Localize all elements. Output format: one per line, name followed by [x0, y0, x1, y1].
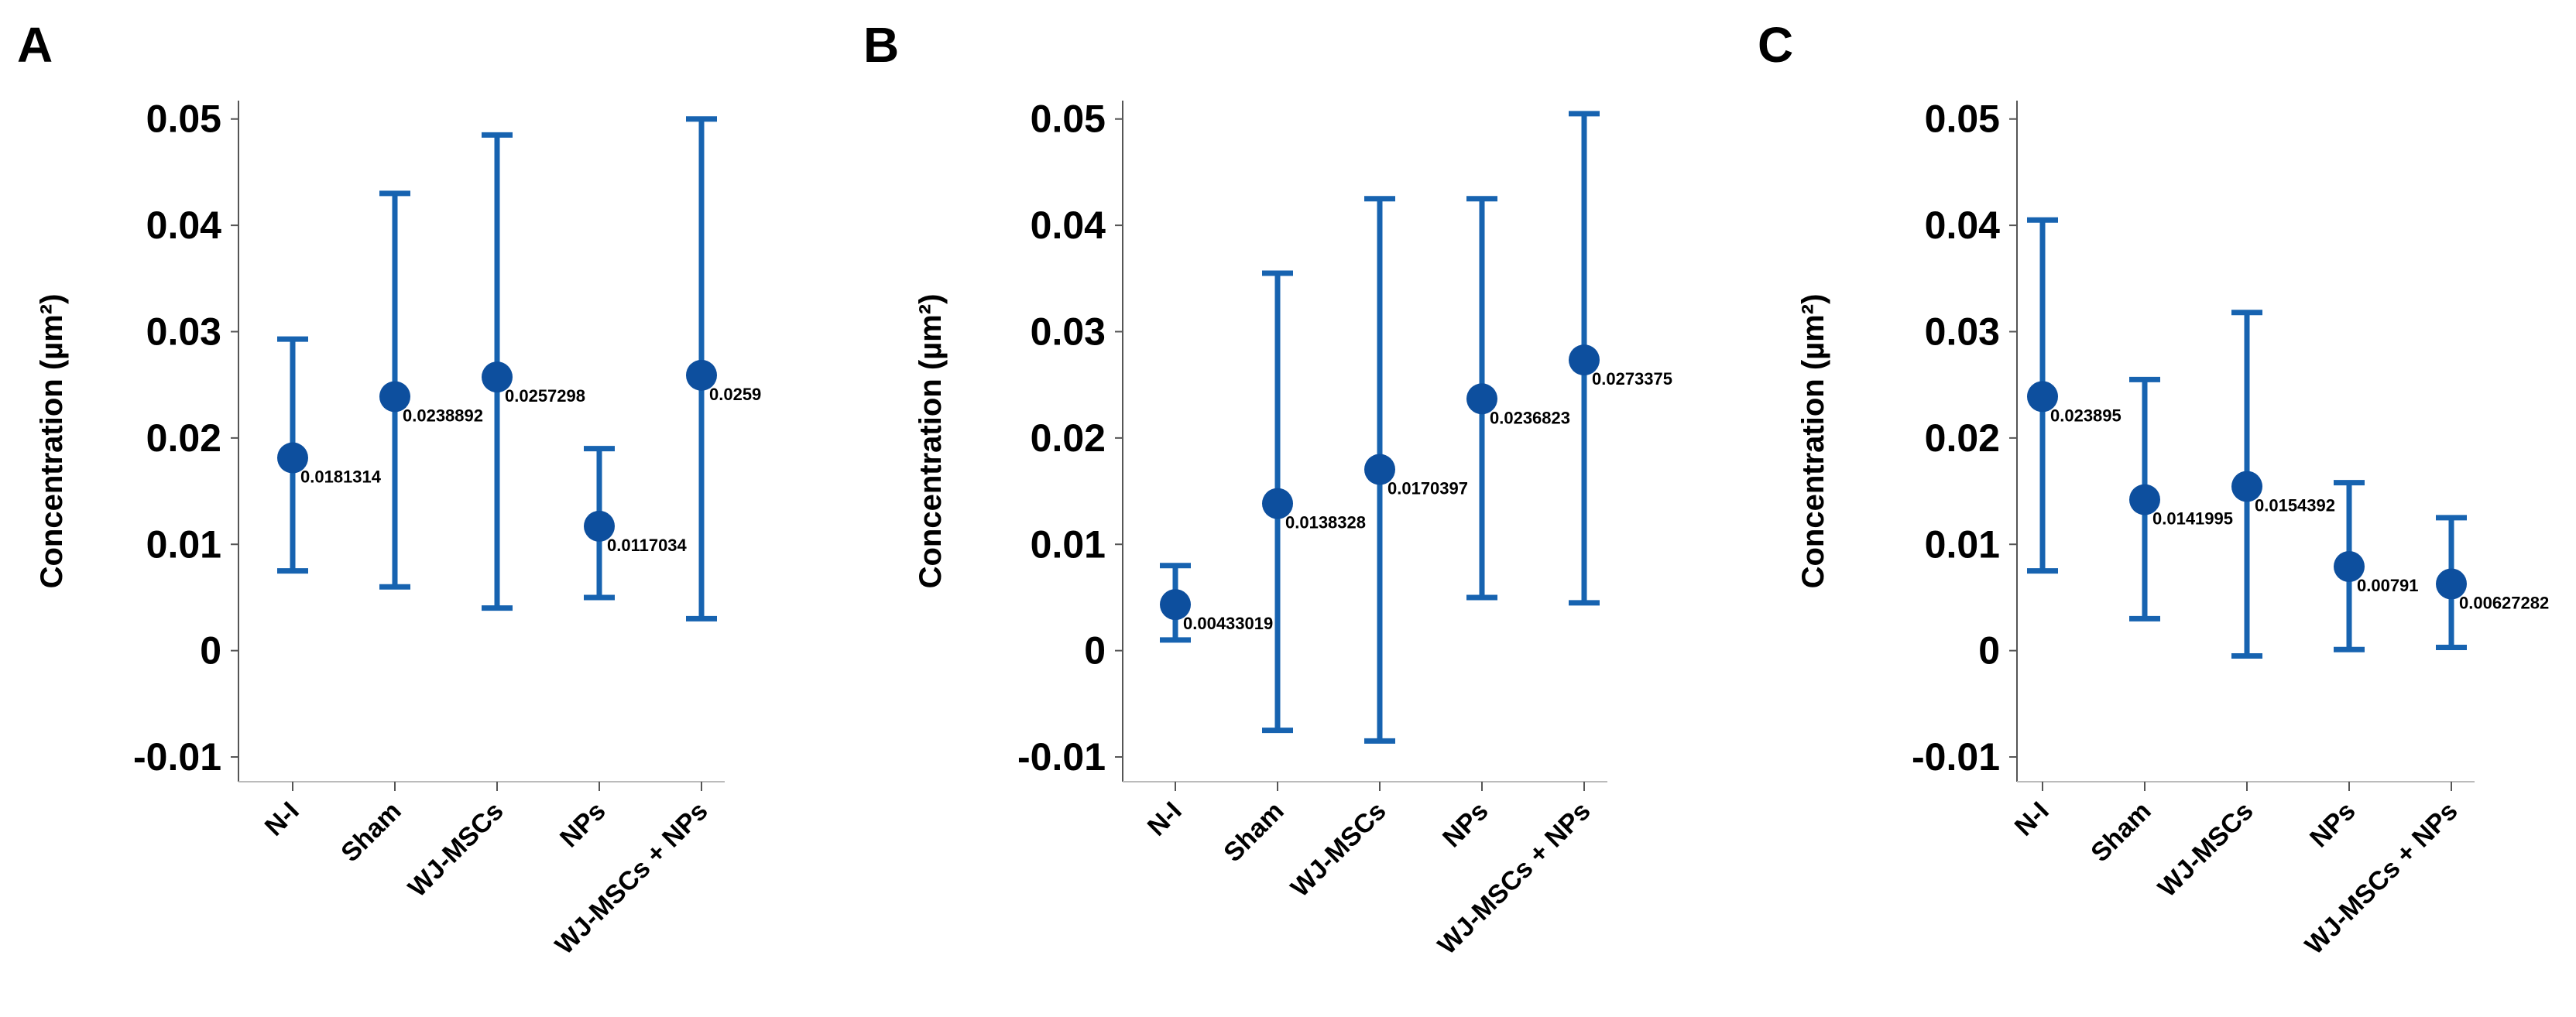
value-label: 0.00433019 — [1183, 614, 1273, 633]
x-tick-label: NPs — [1437, 796, 1494, 854]
x-tick-label: WJ-MSCs — [403, 796, 509, 903]
mean-point — [2027, 381, 2058, 413]
value-label: 0.0141995 — [2152, 509, 2233, 529]
mean-point — [1364, 454, 1395, 485]
y-tick-label: 0.05 — [1925, 98, 2000, 141]
panel-label: B — [863, 17, 899, 73]
y-tick-label: 0.01 — [1031, 522, 1106, 566]
x-tick-label: Sham — [2085, 796, 2156, 868]
y-tick-label: 0.02 — [146, 416, 221, 460]
x-tick-label: Sham — [1218, 796, 1289, 868]
y-tick-label: 0.03 — [1031, 310, 1106, 353]
y-tick-label: 0.04 — [146, 204, 222, 247]
mean-point — [1160, 589, 1191, 621]
y-tick-label: 0.05 — [146, 98, 221, 141]
y-tick-label: 0.03 — [146, 310, 221, 353]
value-label: 0.0259 — [709, 385, 761, 404]
value-label: 0.0273375 — [1592, 369, 1672, 389]
x-tick-label: WJ-MSCs — [1285, 796, 1392, 903]
y-tick-label: 0.01 — [1925, 522, 2000, 566]
x-tick-label: Sham — [335, 796, 406, 868]
y-axis-label: Concentration (µm²) — [1796, 294, 1830, 589]
mean-point — [584, 510, 615, 542]
value-label: 0.0117034 — [607, 536, 688, 555]
x-tick-label: NPs — [554, 796, 612, 854]
y-tick-label: 0.02 — [1031, 416, 1106, 460]
mean-point — [2334, 550, 2365, 582]
y-tick-label: -0.01 — [1017, 735, 1106, 779]
y-axis-label: Concentration (µm²) — [35, 294, 69, 589]
x-tick-label: WJ-MSCs — [2152, 796, 2259, 903]
x-tick-label: N-I — [1142, 796, 1188, 842]
value-label: 0.0170397 — [1387, 479, 1468, 498]
mean-point — [379, 381, 410, 413]
x-tick-label: N-I — [2009, 796, 2055, 842]
value-label: 0.0138328 — [1285, 513, 1366, 532]
y-tick-label: -0.01 — [133, 735, 221, 779]
y-tick-label: 0.05 — [1031, 98, 1106, 141]
panel-label: C — [1758, 17, 1793, 73]
panel-label: A — [17, 17, 53, 73]
y-axis-label: Concentration (µm²) — [914, 294, 948, 589]
value-label: 0.0236823 — [1490, 408, 1570, 427]
y-tick-label: 0.03 — [1925, 310, 2000, 353]
y-tick-label: 0.01 — [146, 522, 221, 566]
mean-point — [1569, 344, 1600, 376]
mean-point — [1262, 488, 1293, 519]
mean-point — [2129, 484, 2160, 515]
mean-point — [686, 359, 717, 391]
value-label: 0.023895 — [2050, 406, 2122, 425]
value-label: 0.00791 — [2357, 576, 2419, 595]
y-tick-label: 0 — [200, 629, 221, 673]
mean-point — [2231, 471, 2262, 502]
mean-point — [277, 442, 308, 474]
value-label: 0.0154392 — [2255, 496, 2335, 515]
y-tick-label: -0.01 — [1912, 735, 2000, 779]
value-label: 0.0257298 — [505, 386, 585, 406]
mean-point — [482, 361, 513, 393]
x-tick-label: NPs — [2304, 796, 2362, 854]
value-label: 0.0238892 — [403, 406, 483, 425]
y-tick-label: 0.04 — [1031, 204, 1106, 247]
y-tick-label: 0.04 — [1925, 204, 2001, 247]
value-label: 0.0181314 — [300, 467, 382, 487]
mean-point — [2436, 568, 2467, 600]
y-tick-label: 0.02 — [1925, 416, 2000, 460]
mean-point — [1466, 383, 1497, 415]
value-label: 0.00627282 — [2459, 593, 2549, 612]
y-tick-label: 0 — [1084, 629, 1106, 673]
y-tick-label: 0 — [1978, 629, 2000, 673]
x-tick-label: N-I — [259, 796, 305, 842]
